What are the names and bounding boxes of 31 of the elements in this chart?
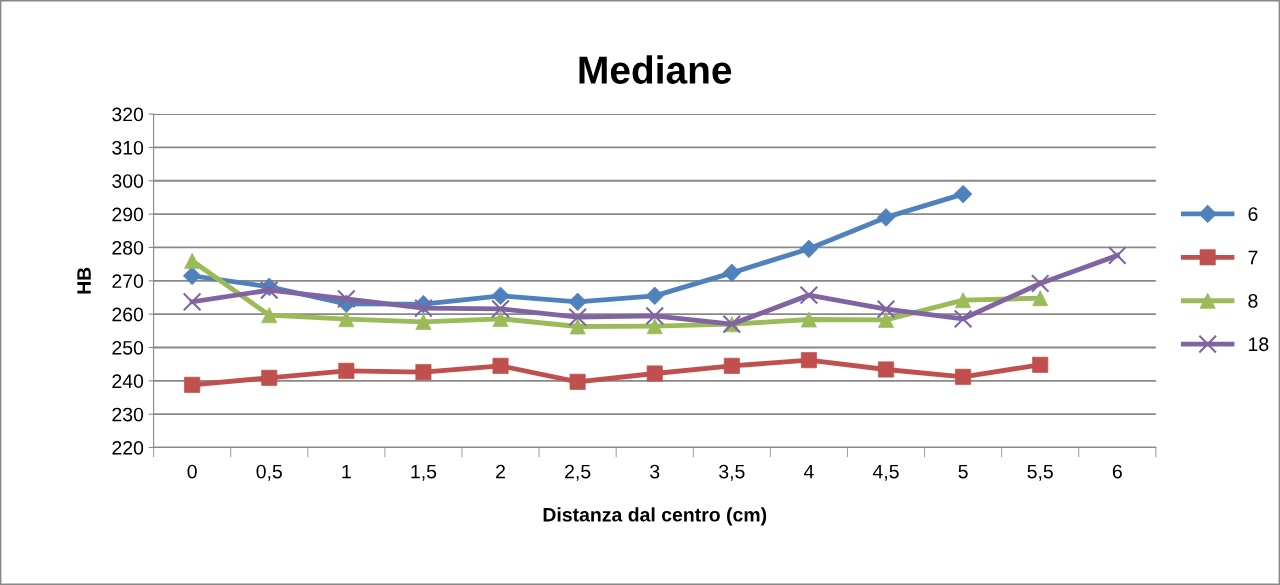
x-tick-label: 0 (187, 464, 197, 479)
y-tick-label: 290 (112, 207, 144, 222)
x-tick-label: 3,5 (719, 464, 745, 481)
y-tick-label: 220 (112, 440, 144, 455)
x-tick-label: 5 (958, 464, 968, 479)
x-tick-label: 4 (803, 464, 814, 479)
y-tick-label: 300 (112, 174, 144, 188)
x-tick-label: 5,5 (1027, 464, 1053, 481)
x-tick-label: 3 (650, 464, 660, 479)
legend-label: 8 (1248, 293, 1258, 308)
y-tick-label: 310 (112, 140, 144, 155)
x-tick-label: 0,5 (256, 464, 282, 481)
y-tick-label: 270 (112, 274, 144, 289)
legend-label: 6 (1248, 207, 1258, 221)
y-axis-title: HB (77, 267, 91, 294)
x-tick-label: 1,5 (411, 464, 437, 481)
x-tick-label: 4,5 (872, 464, 899, 481)
x-tick-label: 2,5 (565, 464, 591, 481)
chart-title: Mediane (579, 55, 732, 84)
x-tick-label: 6 (1112, 464, 1122, 479)
y-tick-label: 230 (112, 407, 144, 422)
y-tick-label: 250 (112, 340, 144, 355)
y-tick-label: 280 (112, 240, 144, 255)
x-tick-label: 2 (496, 464, 505, 479)
y-tick-label: 240 (112, 374, 144, 389)
x-axis-title: Distanza dal centro (cm) (543, 507, 767, 526)
legend-label: 7 (1248, 250, 1258, 265)
legend-label: 18 (1249, 337, 1269, 352)
x-tick-label: 1 (342, 464, 351, 479)
y-tick-label: 260 (112, 307, 144, 322)
y-tick-label: 320 (112, 107, 144, 122)
